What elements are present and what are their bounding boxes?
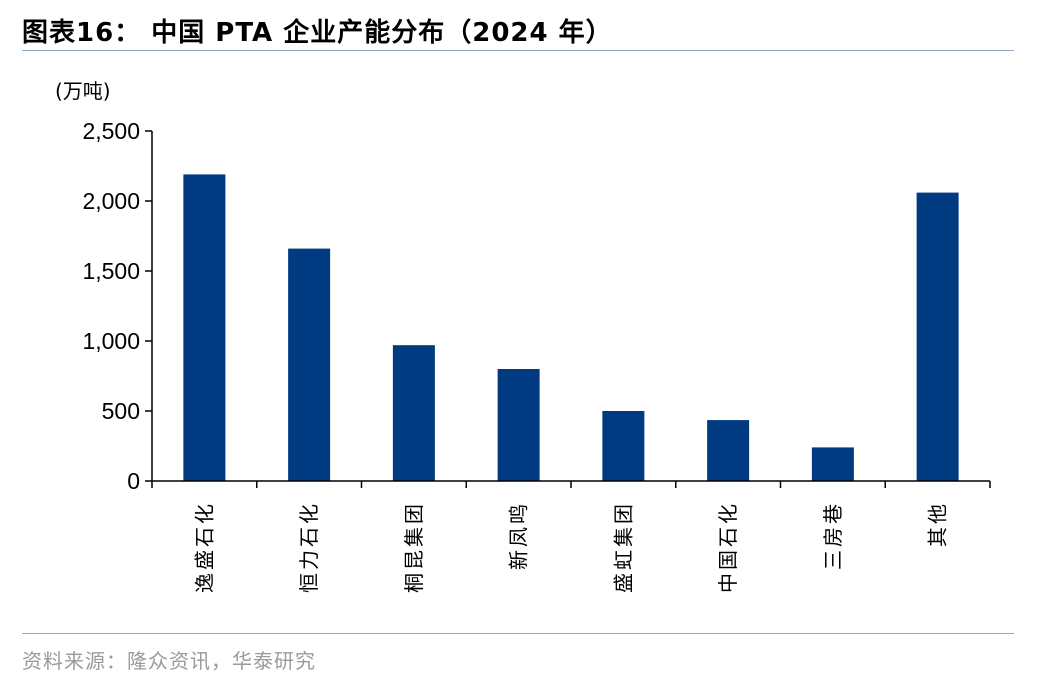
bar-3: [392, 345, 435, 481]
y-tick-label: 500: [102, 398, 140, 424]
y-tick-label: 1,000: [82, 328, 140, 354]
x-category-label: 盛虹集团: [611, 501, 635, 593]
x-category-label: 中国石化: [716, 501, 740, 593]
bar-4: [497, 369, 540, 481]
bar-5: [602, 411, 645, 481]
y-tick-label: 2,000: [82, 188, 140, 214]
y-axis-unit-label: (万吨): [55, 79, 111, 103]
x-category-label: 桐昆集团: [402, 501, 426, 593]
bar-8: [916, 192, 959, 481]
bar-2: [288, 248, 331, 481]
bar-6: [707, 420, 750, 481]
y-tick-label: 2,500: [82, 118, 140, 144]
x-category-label: 其他: [926, 501, 950, 547]
top-divider: [22, 50, 1014, 51]
x-category-label: 逸盛石化: [192, 501, 216, 593]
source-note: 资料来源：隆众资讯，华泰研究: [22, 649, 316, 673]
y-tick-label: 0: [127, 468, 140, 494]
bar-1: [183, 174, 226, 481]
x-category-label: 三房巷: [821, 501, 845, 570]
x-category-label: 恒力石化: [297, 501, 321, 593]
y-tick-label: 1,500: [82, 258, 140, 284]
bar-7: [811, 447, 854, 481]
chart-title: 图表16： 中国 PTA 企业产能分布（2024 年）: [22, 18, 613, 48]
x-category-label: 新凤鸣: [507, 501, 531, 570]
bottom-divider: [22, 633, 1014, 634]
